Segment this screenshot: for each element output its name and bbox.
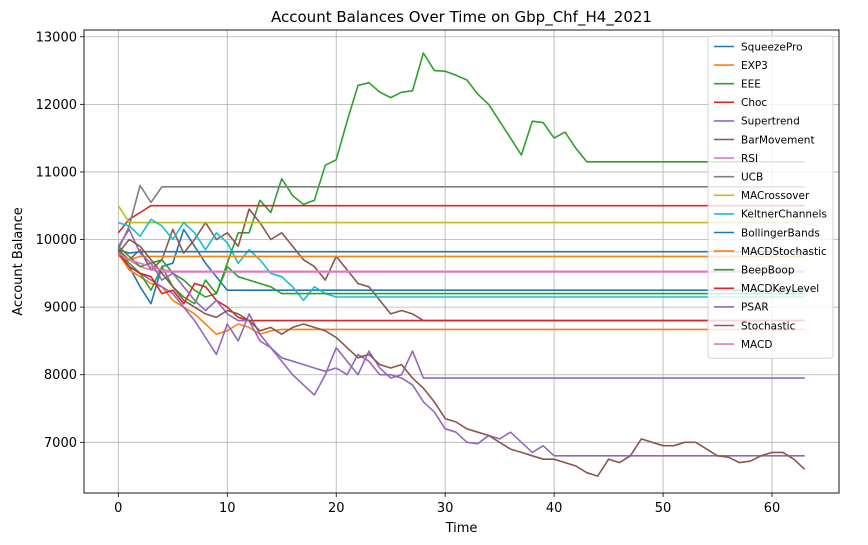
x-axis-label: Time (445, 521, 478, 536)
legend-label-keltnerchannels: KeltnerChannels (741, 209, 827, 221)
legend-label-eee: EEE (741, 79, 761, 91)
legend-label-macdkeylevel: MACDKeyLevel (741, 283, 819, 295)
legend-label-choc: Choc (741, 97, 767, 109)
x-tick-label: 30 (437, 501, 454, 516)
legend-label-beepboop: BeepBoop (741, 265, 795, 277)
series-line-barmovement (117, 208, 805, 322)
series-line-macdstochastic (118, 255, 805, 261)
legend-label-exp3: EXP3 (741, 60, 768, 72)
series-line-exp3 (117, 252, 805, 335)
x-tick-label: 10 (219, 501, 236, 516)
legend-label-macdstochastic: MACDStochastic (741, 246, 827, 258)
x-tick-label: 0 (114, 501, 122, 516)
x-tick-label: 50 (655, 501, 672, 516)
legend-label-rsi: RSI (741, 153, 758, 165)
y-tick-label: 10000 (36, 233, 77, 248)
y-tick-label: 13000 (36, 30, 77, 45)
series-line-beepboop (117, 245, 805, 298)
legend-label-macrossover: MACrossover (741, 190, 810, 202)
legend-label-bollingerbands: BollingerBands (741, 227, 820, 239)
legend-box (707, 35, 834, 359)
legend-label-macd: MACD (741, 339, 772, 351)
series-line-ucb (117, 184, 805, 251)
y-tick-label: 8000 (44, 368, 77, 383)
x-tick-label: 20 (328, 501, 345, 516)
x-tick-label: 40 (546, 501, 563, 516)
y-axis-label: Account Balance (11, 207, 26, 315)
series-line-choc (117, 204, 805, 234)
legend: SqueezePro EXP3 EEE Choc Supertrend BarMoveme… (707, 35, 834, 359)
legend-label-ucb: UCB (741, 172, 763, 184)
legend-label-squeezepro: SqueezePro (741, 41, 803, 53)
series-line-squeezepro (117, 228, 805, 305)
legend-label-stochastic: Stochastic (741, 320, 796, 332)
series-lines (117, 52, 806, 477)
plot-area-frame (83, 29, 840, 494)
series-line-macd (117, 252, 805, 273)
x-tick-label: 60 (764, 501, 781, 516)
y-tick-label: 11000 (36, 165, 77, 180)
legend-label-supertrend: Supertrend (741, 116, 800, 128)
y-tick-label: 12000 (36, 98, 77, 113)
series-line-supertrend (117, 252, 805, 396)
series-line-eee (117, 52, 805, 305)
series-line-macrossover (117, 205, 805, 224)
chart-title: Account Balances Over Time on Gbp_Chf_H4… (271, 8, 652, 27)
axis-ticks: 0 10 20 30 40 50 60 7000 8000 9000 10000 11000 12000… (36, 30, 781, 516)
y-tick-label: 9000 (44, 301, 77, 316)
legend-label-barmovement: BarMovement (741, 134, 815, 146)
y-tick-label: 7000 (44, 436, 77, 451)
legend-label-psar: PSAR (741, 302, 769, 314)
series-line-stochastic (117, 238, 806, 477)
